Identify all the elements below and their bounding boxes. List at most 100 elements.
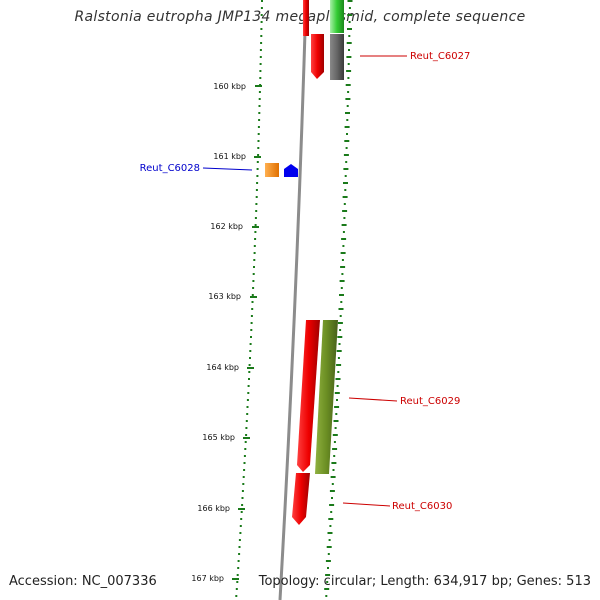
outer-ring-dot [343, 203, 346, 205]
outer-ring-dot [331, 462, 337, 464]
outer-ring-dot [342, 245, 345, 247]
inner-ring-dot [246, 406, 249, 408]
inner-ring-dot [258, 105, 261, 107]
outer-ring-dot [346, 70, 352, 72]
genes [265, 0, 344, 525]
inner-ring-dot [241, 504, 244, 506]
gene-reut-c6030[interactable] [292, 473, 310, 525]
inner-ring-dot [259, 63, 262, 65]
label-reut-c6030[interactable]: Reut_C6030 [392, 501, 452, 512]
accession-text: Accession: NC_007336 [9, 574, 157, 589]
label-reut-c6028[interactable]: Reut_C6028 [140, 163, 200, 174]
outer-ring-dot [345, 84, 351, 86]
inner-ring-dot [240, 511, 243, 513]
gene-reut-c6028[interactable] [265, 163, 279, 177]
outer-ring-dot [346, 105, 349, 107]
tick-label-165: 165 kbp [202, 433, 235, 442]
outer-ring-dot [346, 56, 352, 58]
gene-reut-c6027[interactable] [330, 34, 344, 80]
gene-blue-small[interactable] [284, 164, 298, 177]
inner-ring-dot [257, 147, 260, 149]
outer-ring-dot [344, 189, 347, 191]
outer-ring-dot [343, 168, 349, 170]
inner-ring-dot [258, 112, 261, 114]
inner-ring-dot [244, 441, 247, 443]
outer-ring-dot [348, 21, 351, 23]
outer-ring-dot [345, 147, 348, 149]
inner-ring-dot [254, 224, 257, 226]
gene-green-top[interactable] [330, 0, 344, 33]
outer-ring-dot [324, 588, 330, 590]
inner-ring-dot [260, 7, 263, 9]
outer-ring-dot [328, 539, 331, 541]
outer-ring-dot [329, 525, 332, 527]
outer-ring-dot [345, 112, 350, 114]
inner-ring-dot [237, 567, 240, 569]
kbp-ticks: 160 kbp 161 kbp 162 kbp 163 kbp 164 kbp … [191, 82, 262, 583]
inner-ring-dot [248, 371, 251, 373]
inner-ring-dot [249, 343, 252, 345]
inner-ring-dot [260, 14, 263, 16]
label-reut-c6029[interactable]: Reut_C6029 [400, 396, 460, 407]
inner-ring-dot [255, 203, 258, 205]
inner-ring-dot [253, 266, 255, 268]
inner-ring-dot [249, 350, 252, 352]
label-reut-c6027[interactable]: Reut_C6027 [410, 51, 470, 62]
outer-ring-dot [342, 231, 345, 233]
inner-ring-dot [258, 98, 261, 100]
inner-ring-dot [237, 560, 240, 562]
gene-top-red[interactable] [303, 0, 309, 36]
outer-ring-dot [338, 343, 341, 345]
inner-ring-dot [260, 21, 263, 23]
inner-ring-dot [245, 420, 248, 422]
inner-ring-dot [236, 581, 239, 583]
outer-ring-dot [348, 7, 351, 9]
gene-red-arrow-top[interactable] [311, 34, 324, 79]
inner-ring-dot [250, 336, 252, 338]
inner-ring-dot [243, 455, 246, 457]
outer-ring-dot [340, 252, 346, 254]
outer-ring-dot [336, 364, 342, 366]
outer-ring-dot [339, 280, 345, 282]
inner-ring-dot [243, 462, 246, 464]
outer-ring-dot [342, 196, 348, 198]
tick-label-163: 163 kbp [208, 292, 241, 301]
inner-ring-dot [253, 259, 256, 261]
outer-ring-dot [347, 0, 353, 2]
outer-ring-dot [336, 385, 339, 387]
inner-ring-dot [238, 539, 241, 541]
inner-ring-dot [256, 182, 259, 184]
outer-ring-dot [331, 497, 333, 499]
outer-ring-dot [336, 399, 338, 401]
outer-ring-dot [329, 490, 335, 492]
inner-tick-ring [235, 0, 263, 597]
tick-label-160: 160 kbp [213, 82, 246, 91]
inner-ring-dot [241, 497, 244, 499]
tick-label-161: 161 kbp [213, 152, 246, 161]
outer-ring-dot [334, 406, 340, 408]
inner-ring-dot [246, 399, 249, 401]
outer-ring-dot [339, 294, 344, 296]
inner-ring-dot [247, 385, 250, 387]
outer-ring-dot [330, 511, 333, 513]
gene-reut-c6029[interactable] [315, 320, 338, 474]
inner-ring-dot [256, 168, 259, 170]
leader-reut-c6030 [342, 502, 391, 507]
backbone-arc [278, 0, 308, 600]
outer-ring-dot [343, 182, 348, 184]
leader-reut-c6028 [202, 167, 253, 171]
gene-reut-c6029-red[interactable] [297, 320, 320, 472]
outer-ring-dot [347, 14, 353, 16]
topology-info-text: Topology: circular; Length: 634,917 bp; … [258, 574, 591, 589]
outer-ring-dot [344, 126, 350, 128]
outer-ring-dot [341, 238, 347, 240]
inner-ring-dot [235, 588, 238, 590]
inner-ring-dot [253, 252, 256, 254]
inner-ring-dot [247, 392, 250, 394]
tick-label-167: 167 kbp [191, 574, 224, 583]
outer-ring-dot [330, 476, 336, 478]
inner-ring-dot [254, 217, 257, 219]
inner-ring-dot [259, 56, 262, 58]
inner-ring-dot [260, 28, 263, 30]
outer-ring-dot [343, 154, 349, 156]
